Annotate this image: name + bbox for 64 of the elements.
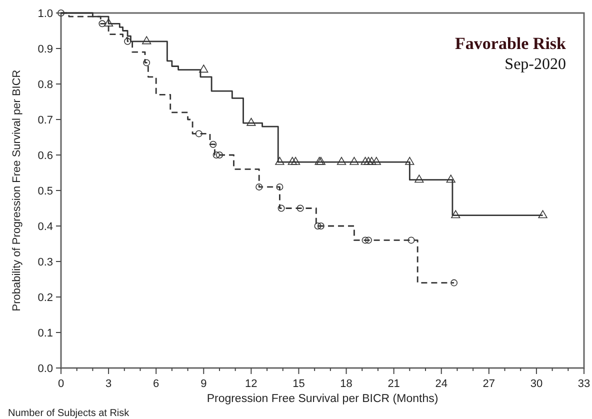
y-tick-label: 0.3: [38, 256, 53, 268]
point: [276, 183, 284, 190]
x-tick-label: 9: [200, 378, 207, 390]
point: [98, 20, 106, 28]
x-tick-label: 27: [482, 378, 496, 390]
x-tick-label: 33: [578, 378, 590, 390]
point: [336, 156, 346, 165]
y-axis-title: Probability of Progression Free Survival per BICR: [11, 70, 23, 312]
point: [58, 10, 64, 16]
point: [199, 64, 208, 73]
y-tick-label: 0.4: [38, 221, 53, 233]
x-tick-label: 12: [245, 378, 258, 390]
point: [290, 156, 300, 165]
text: Favorable Risk: [455, 34, 567, 53]
y-tick-label: 0.6: [38, 150, 53, 162]
x-axis-title: Progression Free Survival per BICR (Months): [206, 393, 438, 405]
point: [143, 59, 150, 66]
x-tick-label: 6: [153, 378, 160, 390]
point: [256, 183, 263, 190]
point: [408, 236, 415, 244]
y-tick-label: 0.8: [38, 79, 53, 91]
point: [317, 222, 324, 230]
y-tick-label: 0.0: [38, 363, 53, 375]
point: [124, 38, 132, 45]
point: [350, 156, 359, 165]
point: [372, 156, 381, 165]
y-tick-label: 0.7: [38, 114, 53, 126]
point: [414, 174, 424, 183]
point: [367, 156, 376, 165]
point: [195, 130, 202, 138]
point: [246, 118, 256, 126]
x-tick-label: 0: [58, 378, 64, 390]
point: [405, 156, 414, 165]
y-tick-label: 0.1: [38, 328, 53, 340]
point: [364, 236, 372, 244]
x-tick-label: 18: [340, 378, 352, 390]
point: [364, 156, 374, 165]
point: [451, 210, 460, 218]
y-tick-label: 0.2: [38, 292, 53, 304]
point: [450, 279, 458, 286]
x-tick-label: 15: [292, 378, 305, 390]
x-tick-label: 21: [388, 378, 400, 390]
y-tick-label: 0.9: [38, 44, 53, 56]
point: [278, 204, 285, 212]
point: [275, 156, 284, 165]
point: [314, 222, 322, 230]
x-tick-label: 3: [105, 378, 112, 390]
point: [446, 174, 456, 183]
text: Number of Subjects at Risk: [8, 408, 130, 419]
point: [216, 152, 223, 158]
point: [142, 36, 152, 44]
x-tick-label: 30: [530, 378, 543, 390]
y-tick-label: 0.5: [38, 186, 53, 198]
point: [362, 236, 369, 244]
text: Sep-2020: [504, 56, 566, 73]
point: [212, 152, 220, 158]
point: [296, 204, 304, 212]
point: [210, 140, 217, 148]
point: [288, 156, 297, 165]
point: [360, 156, 370, 165]
y-tick-label: 1.0: [38, 8, 53, 20]
x-tick-label: 24: [435, 378, 448, 390]
point: [538, 210, 548, 218]
point: [104, 18, 114, 26]
